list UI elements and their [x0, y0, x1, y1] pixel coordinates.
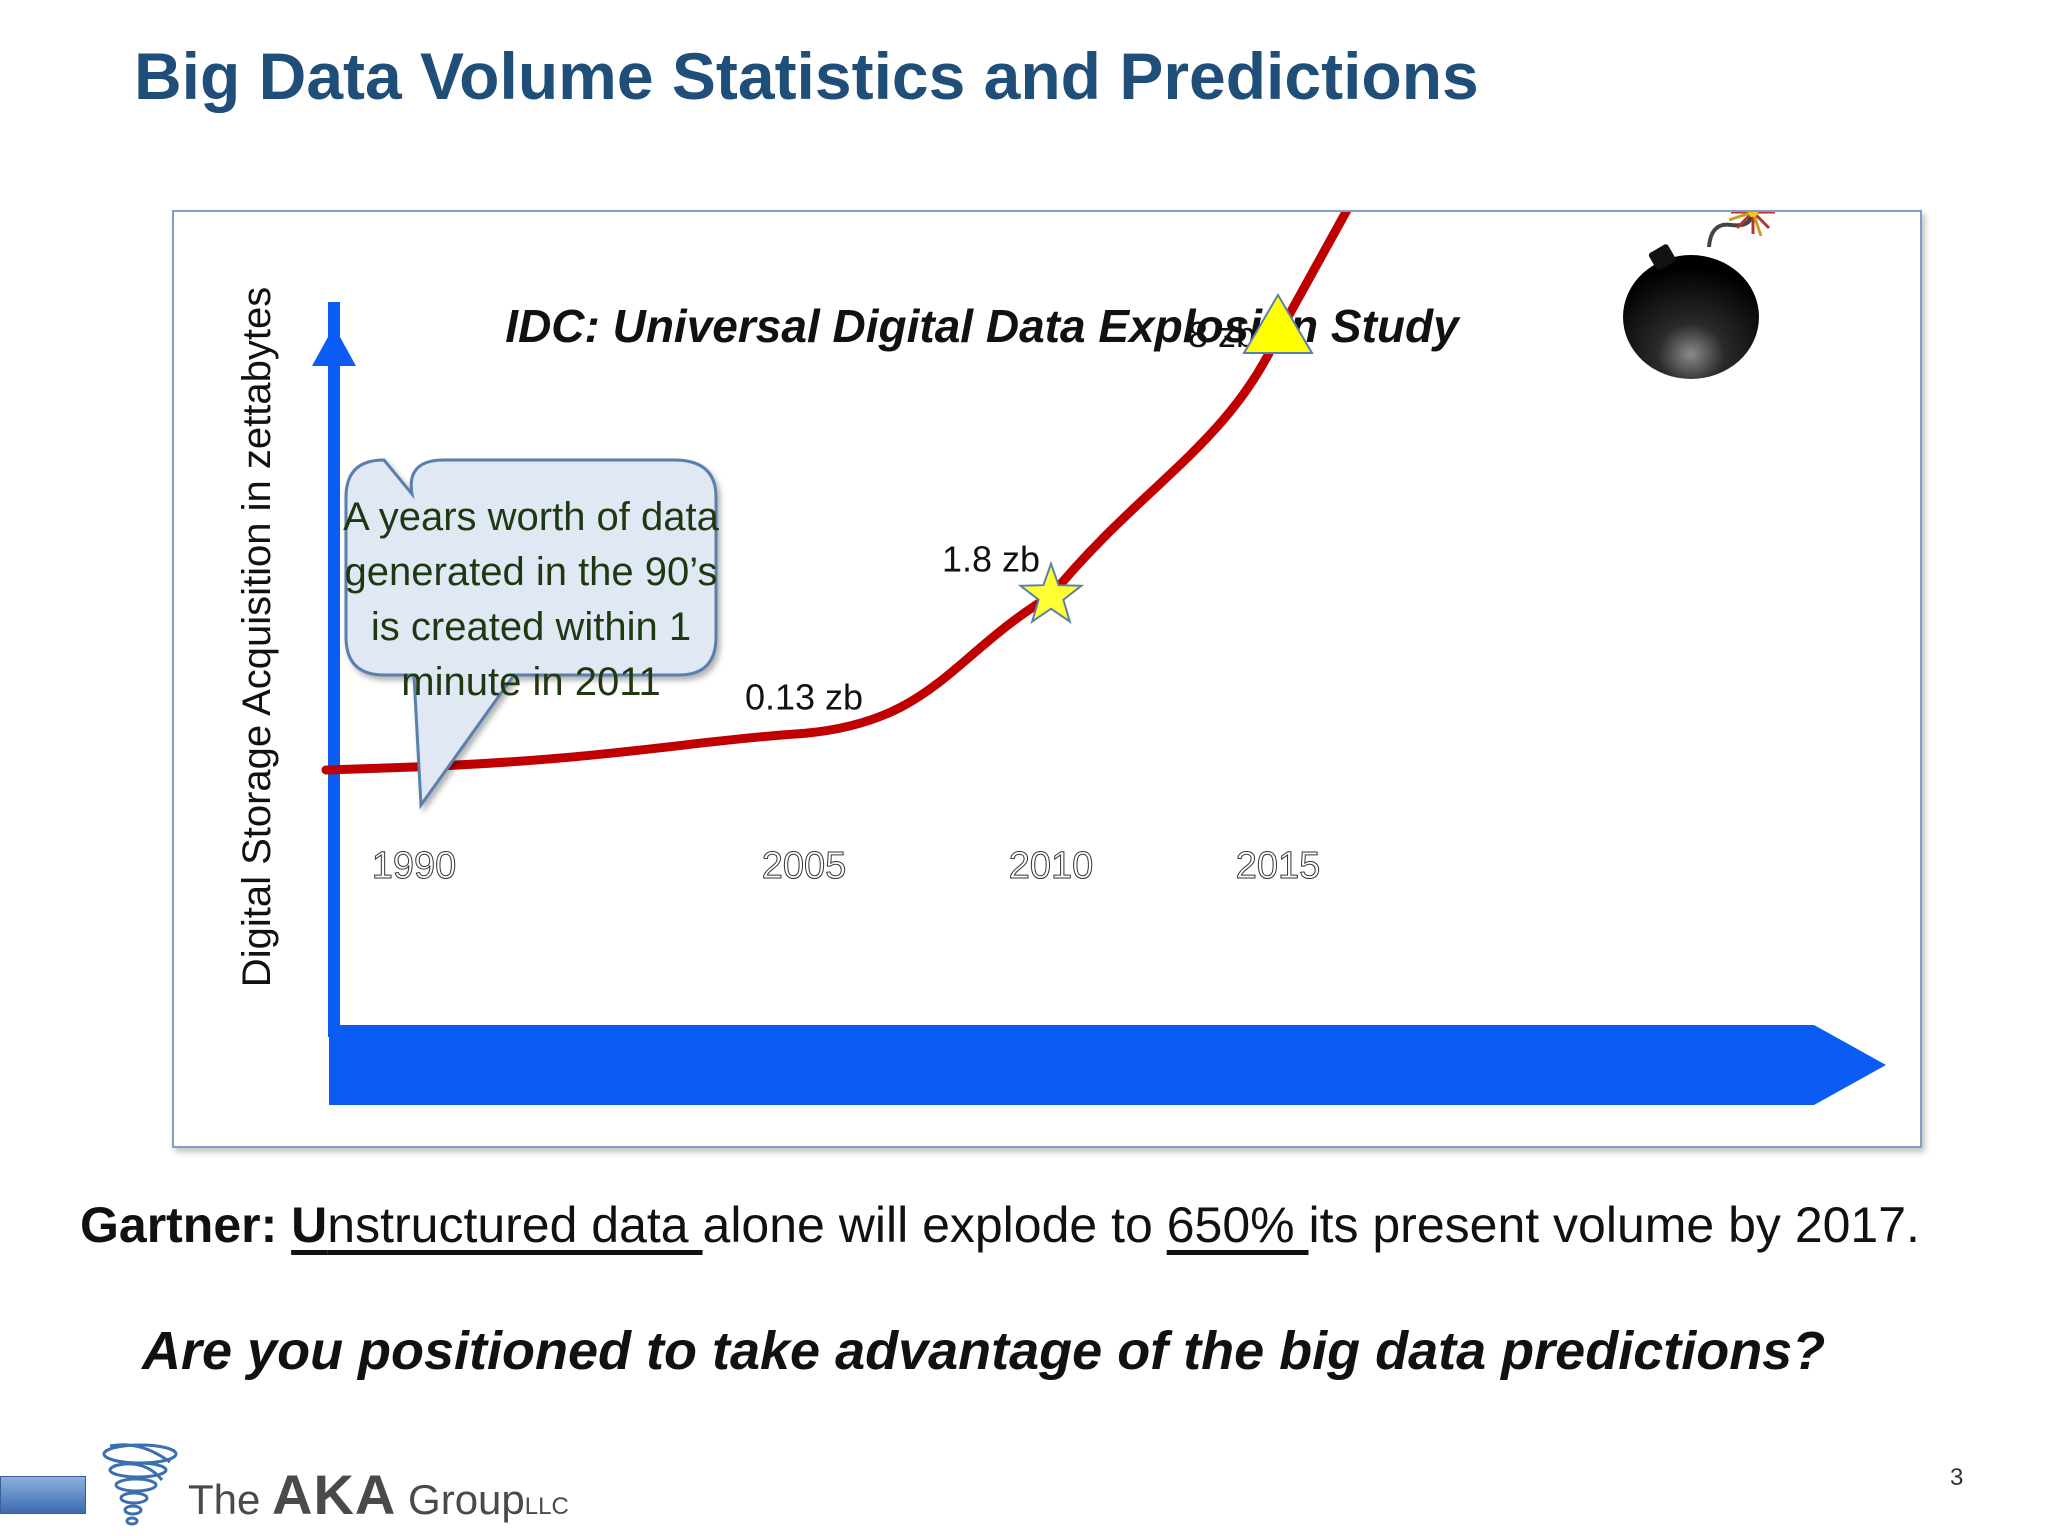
x-axis-arrow: [329, 1025, 1886, 1105]
logo-the: The: [188, 1476, 273, 1523]
unstructured-data-text: Unstructured data: [291, 1197, 702, 1253]
bomb-icon: [1623, 212, 1775, 379]
x-tick-labels: 1990 2005 2010 2015: [371, 845, 1321, 888]
callout-bubble: [344, 458, 718, 810]
tornado-logo-icon: [102, 1443, 178, 1526]
callout-line: generated in the 90’s: [345, 550, 718, 594]
data-label-2005: 0.13 zb: [745, 676, 863, 717]
x-tick-1990: 1990: [372, 845, 457, 887]
slide-title: Big Data Volume Statistics and Predictio…: [134, 39, 1479, 113]
callout-line: A years worth of data: [343, 495, 720, 539]
unstructured-initial: U: [291, 1197, 328, 1253]
gartner-end: its present volume by 2017.: [1308, 1197, 1920, 1253]
logo-aka: AKA: [272, 1463, 397, 1526]
x-tick-2010: 2010: [1009, 845, 1094, 887]
company-logo: The AKA GroupLLC: [188, 1462, 569, 1527]
chart-svg: Digital Storage Acquisition in zettabyte…: [235, 212, 1886, 1105]
footer-accent-bar: [0, 1476, 86, 1514]
data-curve: [321, 212, 1352, 775]
closing-question: Are you positioned to take advantage of …: [142, 1321, 1826, 1381]
triangle-marker-2015: [1242, 293, 1314, 354]
data-label-2015: 8 zb: [1188, 314, 1256, 355]
logo-llc: LLC: [524, 1493, 569, 1520]
gartner-prefix: Gartner:: [80, 1197, 292, 1253]
logo-group: Group: [396, 1476, 525, 1523]
data-point-labels: 0.13 zb 1.8 zb 8 zb: [745, 314, 1256, 717]
y-axis-label: Digital Storage Acquisition in zettabyte…: [235, 287, 279, 987]
chart-title: IDC: Universal Digital Data Explosion St…: [505, 300, 1461, 352]
callout-text: A years worth of data generated in the 90…: [343, 495, 720, 704]
data-markers: [1017, 293, 1314, 625]
gartner-middle: alone will explode to: [702, 1197, 1167, 1253]
chart-frame: Digital Storage Acquisition in zettabyte…: [172, 210, 1922, 1148]
percentage-text: 650%: [1166, 1197, 1309, 1253]
star-marker-2010: [1017, 560, 1085, 625]
x-tick-2015: 2015: [1236, 845, 1321, 887]
callout-line: minute in 2011: [401, 660, 660, 704]
unstructured-rest: nstructured data: [327, 1197, 703, 1253]
gartner-statement: Gartner: Unstructured data alone will ex…: [80, 1196, 1920, 1254]
y-axis-arrow: [312, 302, 356, 1037]
x-tick-2005: 2005: [762, 845, 847, 887]
page-number: 3: [1950, 1464, 1964, 1491]
data-label-2010: 1.8 zb: [942, 539, 1040, 580]
callout-line: is created within 1: [371, 605, 691, 649]
